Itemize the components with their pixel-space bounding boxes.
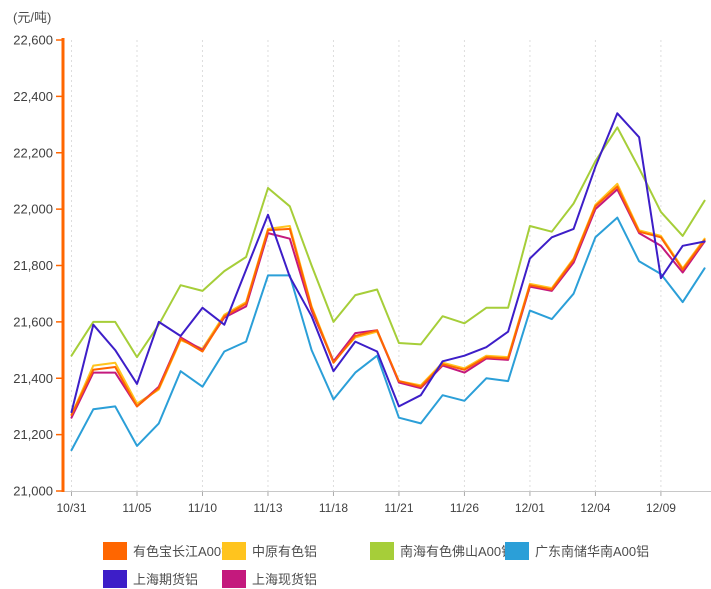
y-axis-label: 22,400 [13, 89, 53, 104]
x-axis-label: 10/31 [56, 501, 86, 515]
line-chart-canvas: 10/31 11/05 11/10 11/13 11/18 11/21 11/26 12/01… [13, 33, 711, 515]
y-axis-label: 22,000 [13, 202, 53, 217]
legend-label: 南海有色佛山A00铝 [400, 544, 515, 559]
series-line-有色宝长江A00铝[interactable] [70, 185, 706, 416]
x-axis-label: 12/09 [646, 501, 676, 515]
legend-item[interactable]: 中原有色铝 [222, 541, 317, 560]
legend-label: 上海期货铝 [133, 572, 199, 587]
y-axis-label: 21,400 [13, 371, 53, 386]
legend-swatch-icon [222, 569, 246, 588]
legend-item[interactable]: 广东南储华南A00铝 [505, 541, 649, 560]
x-axis-label: 11/18 [319, 501, 348, 515]
x-axis-label: 12/01 [515, 501, 545, 515]
legend-swatch-icon [103, 541, 127, 560]
y-axis-label: 21,800 [13, 258, 53, 273]
legend-item[interactable]: 上海现货铝 [222, 569, 317, 588]
legend-swatch-icon [103, 569, 127, 588]
x-axis-label: 11/26 [450, 501, 479, 515]
series-line-南海有色佛山A00铝[interactable] [70, 126, 706, 359]
legend-item[interactable]: 上海期货铝 [103, 569, 198, 588]
legend-item[interactable]: 南海有色佛山A00铝 [370, 541, 514, 560]
legend-label: 上海现货铝 [252, 572, 318, 587]
legend-swatch-icon [505, 541, 529, 560]
x-axis-label: 11/13 [253, 501, 282, 515]
legend-swatch-icon [370, 541, 394, 560]
x-axis-label: 11/21 [384, 501, 413, 515]
y-axis-label: 22,600 [13, 33, 53, 48]
series-line-广东南储华南A00铝[interactable] [70, 216, 706, 452]
legend-swatch-icon [222, 541, 246, 560]
y-axis-label: 21,600 [13, 314, 53, 329]
y-axis-label: 21,000 [13, 484, 53, 499]
legend-label: 中原有色铝 [252, 544, 318, 559]
x-axis-label: 11/05 [122, 501, 151, 515]
legend-label: 广东南储华南A00铝 [535, 544, 650, 559]
x-axis-label: 12/04 [580, 501, 610, 515]
legend-item[interactable]: 有色宝长江A00铝 [103, 541, 234, 560]
y-axis-label: 22,200 [13, 145, 53, 160]
series-line-上海期货铝[interactable] [70, 112, 706, 414]
y-axis-unit-label: (元/吨) [13, 10, 52, 25]
legend-label: 有色宝长江A00铝 [133, 544, 235, 559]
y-axis-label: 21,200 [13, 427, 53, 442]
x-axis-label: 11/10 [188, 501, 217, 515]
